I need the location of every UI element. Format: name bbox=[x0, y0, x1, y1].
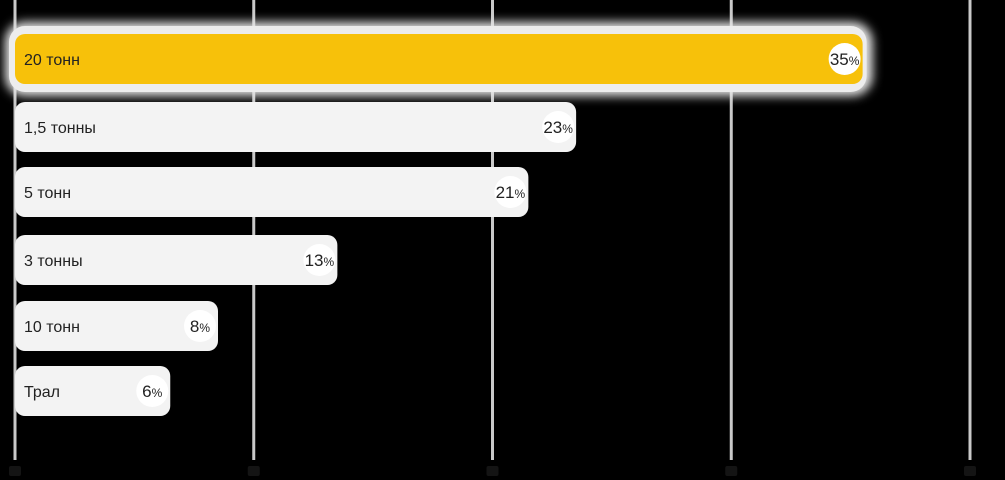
bar bbox=[15, 366, 171, 416]
bar-value-number: 6 bbox=[142, 382, 151, 401]
bar-value-number: 21 bbox=[496, 183, 515, 202]
x-tick-marker-10 bbox=[247, 466, 260, 476]
bar-row: 5 тонн 21% bbox=[15, 167, 529, 217]
value-badge bbox=[828, 43, 861, 75]
bar-category-label: 1,5 тонны bbox=[24, 120, 96, 137]
bar-value-percent-sign: % bbox=[849, 54, 860, 68]
bar-category-label: 5 тонн bbox=[24, 185, 71, 202]
bar-row: 20 тонн 35% bbox=[5, 22, 873, 96]
bar-value-percent-sign: % bbox=[199, 321, 210, 335]
bar-value-percent-sign: % bbox=[152, 386, 163, 400]
x-tick-marker-0 bbox=[9, 466, 21, 476]
bar bbox=[15, 235, 338, 285]
bar-row: 10 тонн 8% bbox=[15, 301, 218, 351]
bar-value-percent-sign: % bbox=[562, 122, 573, 136]
bar-value-percent-sign: % bbox=[324, 255, 335, 269]
bar-row: 1,5 тонны 23% bbox=[15, 102, 577, 152]
x-tick-marker-40 bbox=[964, 466, 976, 476]
value-badge bbox=[184, 310, 216, 342]
bar bbox=[15, 301, 218, 351]
bar-value-number: 8 bbox=[190, 317, 199, 336]
bar-value-label: 13% bbox=[305, 251, 335, 270]
bar-row: Трал 6% bbox=[15, 366, 171, 416]
bar-value-number: 13 bbox=[305, 251, 324, 270]
bar-value-number: 35 bbox=[830, 50, 849, 69]
bars: 20 тонн 35% 1,5 тонны 23% 5 тонн 21% 3 тонны 13… bbox=[5, 22, 873, 416]
bar-value-label: 8% bbox=[190, 317, 210, 336]
bar-value-number: 23 bbox=[543, 118, 562, 137]
value-badge bbox=[136, 375, 169, 407]
bar bbox=[15, 102, 577, 152]
bar-value-label: 6% bbox=[142, 382, 162, 401]
value-badge bbox=[494, 176, 527, 208]
value-badge bbox=[542, 111, 575, 143]
bar-category-label: Трал bbox=[24, 384, 60, 401]
bar-value-label: 35% bbox=[830, 50, 860, 69]
x-tick-marker-30 bbox=[725, 466, 738, 476]
bar-value-label: 23% bbox=[543, 118, 573, 137]
value-badge bbox=[303, 244, 336, 276]
bar bbox=[15, 34, 863, 84]
bar-value-percent-sign: % bbox=[515, 187, 526, 201]
bar-row: 3 тонны 13% bbox=[15, 235, 338, 285]
bar bbox=[15, 167, 529, 217]
bar-category-label: 3 тонны bbox=[24, 253, 83, 270]
bar-value-label: 21% bbox=[496, 183, 526, 202]
x-tick-marker-20 bbox=[486, 466, 499, 476]
bar-category-label: 20 тонн bbox=[24, 52, 80, 69]
bar-category-label: 10 тонн bbox=[24, 319, 80, 336]
